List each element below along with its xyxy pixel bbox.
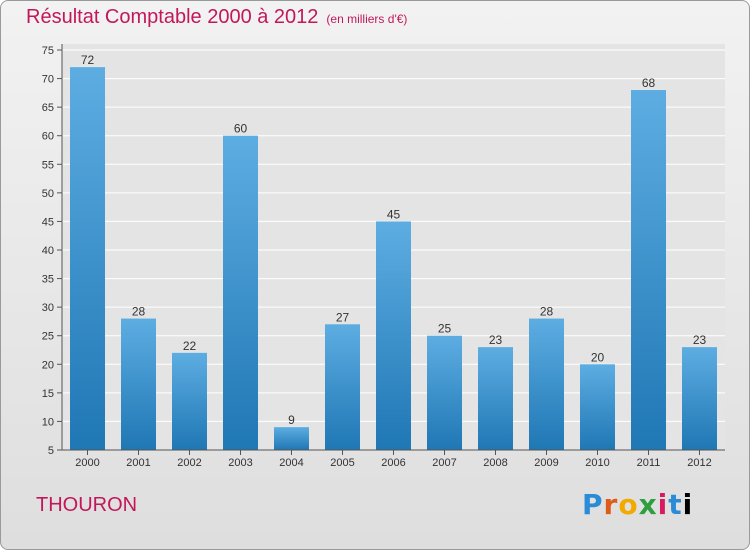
x-tick-label-2006: 2006	[381, 457, 405, 469]
chart-title-text: Résultat Comptable 2000 à 2012	[26, 6, 319, 28]
x-tick-label-2005: 2005	[330, 457, 354, 469]
data-label-2010: 20	[591, 350, 605, 364]
bar-2008	[478, 347, 513, 450]
y-tick-label: 55	[42, 159, 54, 171]
x-tick-label-2009: 2009	[534, 457, 558, 469]
y-tick-label: 5	[48, 445, 54, 457]
data-label-2012: 23	[693, 333, 707, 347]
data-label-2011: 68	[642, 76, 656, 90]
y-tick-label: 50	[42, 188, 54, 200]
y-tick-label: 40	[42, 245, 54, 257]
data-label-2007: 25	[438, 322, 452, 336]
y-tick-label: 70	[42, 74, 54, 86]
y-tick-label: 60	[42, 131, 54, 143]
x-tick-label-2007: 2007	[432, 457, 456, 469]
bar-2010	[580, 364, 615, 450]
bar-2005	[325, 324, 360, 450]
data-label-2005: 27	[336, 310, 350, 324]
data-label-2002: 22	[183, 339, 197, 353]
x-tick-label-2001: 2001	[126, 457, 150, 469]
bar-2002	[172, 352, 207, 450]
data-label-2008: 23	[489, 333, 503, 347]
x-tick-label-2011: 2011	[637, 457, 661, 469]
data-labels: 72 28 22 60 9 27 45 25 23 28 20 68 23	[81, 53, 707, 427]
y-tick-label: 65	[42, 102, 54, 114]
x-tick-label-2010: 2010	[585, 457, 609, 469]
y-tick-label: 45	[42, 216, 54, 228]
chart-subtitle: (en milliers d'€)	[326, 12, 408, 26]
data-label-2001: 28	[132, 305, 146, 319]
bar-2011	[631, 90, 666, 450]
bar-2006	[376, 221, 411, 450]
y-tick-label: 35	[42, 274, 54, 286]
x-tick-label-2002: 2002	[177, 457, 201, 469]
data-label-2006: 45	[387, 207, 401, 221]
bar-2007	[427, 335, 462, 450]
bars	[70, 67, 717, 451]
y-tick-label: 15	[42, 388, 54, 400]
data-label-2000: 72	[81, 53, 95, 67]
y-tick-label: 25	[42, 331, 54, 343]
x-tick-label-2008: 2008	[483, 457, 507, 469]
y-tick-label: 10	[42, 416, 54, 428]
proxiti-logo: Proxiti	[582, 488, 694, 521]
y-tick-label: 20	[42, 359, 54, 371]
bar-2003	[223, 135, 258, 450]
chart-title: Résultat Comptable 2000 à 2012 (en millie…	[26, 6, 407, 29]
bar-2009	[529, 318, 564, 450]
data-label-2004: 9	[288, 413, 295, 427]
x-tick-label-2004: 2004	[279, 457, 303, 469]
x-tick-label-2012: 2012	[687, 457, 711, 469]
bar-2000	[70, 67, 105, 451]
x-tick-label-2000: 2000	[75, 457, 99, 469]
x-tick-label-2003: 2003	[228, 457, 252, 469]
y-axis: 5 10 15 20 25 30 35 40 45 50 55 60 65 70 75	[42, 44, 63, 457]
data-label-2009: 28	[540, 305, 554, 319]
x-axis: 2000 2001 2002 2003 2004 2005 2006 2007 2008 2009…	[62, 449, 725, 469]
bar-2004	[274, 427, 309, 450]
data-label-2003: 60	[234, 122, 248, 136]
bar-2012	[682, 347, 717, 450]
y-tick-label: 75	[42, 45, 54, 57]
y-tick-label: 30	[42, 302, 54, 314]
bar-2001	[121, 318, 156, 450]
city-name: THOURON	[36, 494, 138, 516]
